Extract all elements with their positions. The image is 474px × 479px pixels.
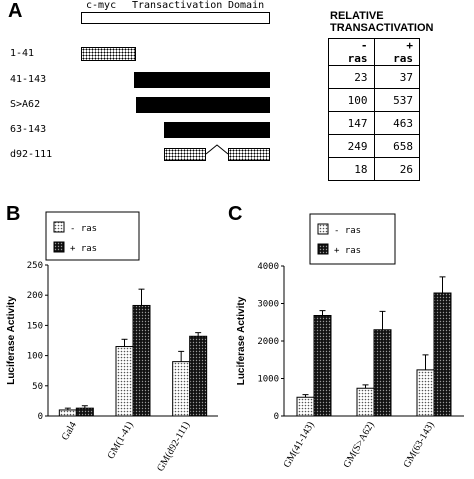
table-cell-minus: 18 — [328, 157, 375, 181]
legend-label-plus: + ras — [334, 246, 361, 256]
y-axis-title: Luciferase Activity — [236, 296, 247, 385]
y-tick-label: 1000 — [257, 375, 279, 385]
table-cell-minus: 23 — [328, 65, 375, 89]
table-cell-minus: 249 — [328, 134, 375, 158]
table-cell-plus: 537 — [373, 88, 420, 112]
bar — [416, 369, 435, 417]
rel-transactivation-table: - ras + ras 23 37 100 537 147 463 249 65… — [328, 38, 420, 181]
y-tick-label: 0 — [38, 412, 43, 422]
legend-swatch-minus — [317, 223, 329, 235]
domain-header-box — [81, 12, 270, 24]
bar — [172, 361, 191, 417]
table-row: 100 537 — [328, 88, 420, 112]
construct-bar-s-a62 — [136, 97, 270, 113]
table-cell-plus: 658 — [373, 134, 420, 158]
bar — [189, 335, 208, 417]
y-tick-label: 2000 — [257, 337, 279, 347]
y-tick-label: 250 — [27, 261, 43, 271]
bar — [115, 346, 134, 417]
x-tick-label: GM(d92-111) — [155, 420, 192, 473]
panel-c-letter: C — [228, 203, 243, 225]
y-tick-label: 100 — [27, 352, 43, 362]
bar — [75, 407, 94, 417]
table-cell-plus: 37 — [373, 65, 420, 89]
rel-title: RELATIVE TRANSACTIVATION — [330, 10, 433, 34]
y-tick-label: 50 — [32, 382, 43, 392]
x-tick-label: GM(1-41) — [106, 420, 136, 461]
panel-a-letter: A — [8, 0, 23, 22]
y-axis-title: Luciferase Activity — [6, 296, 17, 385]
legend-swatch-plus — [53, 241, 65, 253]
construct-label-63-143: 63-143 — [10, 124, 47, 135]
legend-swatch-minus — [53, 221, 65, 233]
panel-b-letter: B — [6, 203, 21, 225]
y-tick-label: 0 — [274, 412, 279, 422]
construct-bar-41-143 — [134, 72, 270, 88]
construct-bar-d92-111-left — [164, 148, 206, 161]
table-cell-plus: 26 — [373, 157, 420, 181]
x-tick-label: GM(41-143) — [282, 420, 317, 470]
table-row: 147 463 — [328, 111, 420, 135]
table-cell-minus: 147 — [328, 111, 375, 135]
y-tick-label: 150 — [27, 321, 43, 331]
table-row: 23 37 — [328, 65, 420, 89]
bar — [313, 315, 332, 417]
table-header-plus: + ras — [373, 38, 420, 66]
bar — [296, 396, 315, 417]
legend-label-plus: + ras — [70, 244, 97, 254]
bar — [58, 409, 77, 417]
legend-label-minus: - ras — [70, 224, 97, 234]
chart-b: 0 50 100 150 200 250 Luciferase Activity Gal4 GM… — [6, 211, 218, 473]
construct-bar-63-143 — [164, 122, 270, 138]
rel-title-line1: RELATIVE — [330, 10, 384, 22]
table-cell-minus: 100 — [328, 88, 375, 112]
construct-label-s-a62: S>A62 — [10, 99, 41, 110]
construct-bar-d92-111-right — [228, 148, 270, 161]
table-header-row: - ras + ras — [328, 38, 420, 66]
table-cell-plus: 463 — [373, 111, 420, 135]
table-row: 18 26 — [328, 157, 420, 181]
legend-swatch-plus — [317, 243, 329, 255]
table-row: 249 658 — [328, 134, 420, 158]
x-tick-label: GM(S>A62) — [341, 420, 376, 470]
construct-label-41-143: 41-143 — [10, 74, 47, 85]
rel-title-line2: TRANSACTIVATION — [330, 22, 434, 34]
domain-header-cmyc: c-myc — [86, 0, 117, 11]
legend-label-minus: - ras — [334, 226, 361, 236]
bar — [433, 292, 452, 417]
construct-label-1-41: 1-41 — [10, 48, 35, 59]
bar — [356, 387, 375, 417]
y-tick-label: 200 — [27, 291, 43, 301]
construct-label-d92-111: d92-111 — [10, 149, 53, 160]
table-header-minus: - ras — [328, 38, 375, 66]
domain-header-transactivation: Transactivation — [132, 0, 223, 11]
deletion-gap-line — [205, 144, 229, 155]
y-tick-label: 4000 — [257, 262, 279, 272]
chart-c: 0 1000 2000 3000 4000 Luciferase Activity GM(4… — [236, 213, 464, 470]
x-tick-label: GM(63-143) — [402, 420, 437, 470]
domain-header-domain: Domain — [228, 0, 265, 11]
bar — [373, 329, 392, 417]
bar — [132, 304, 151, 417]
legend-box — [309, 213, 396, 265]
x-tick-label: Gal4 — [60, 420, 79, 442]
construct-bar-1-41 — [81, 47, 136, 61]
y-tick-label: 3000 — [257, 300, 279, 310]
